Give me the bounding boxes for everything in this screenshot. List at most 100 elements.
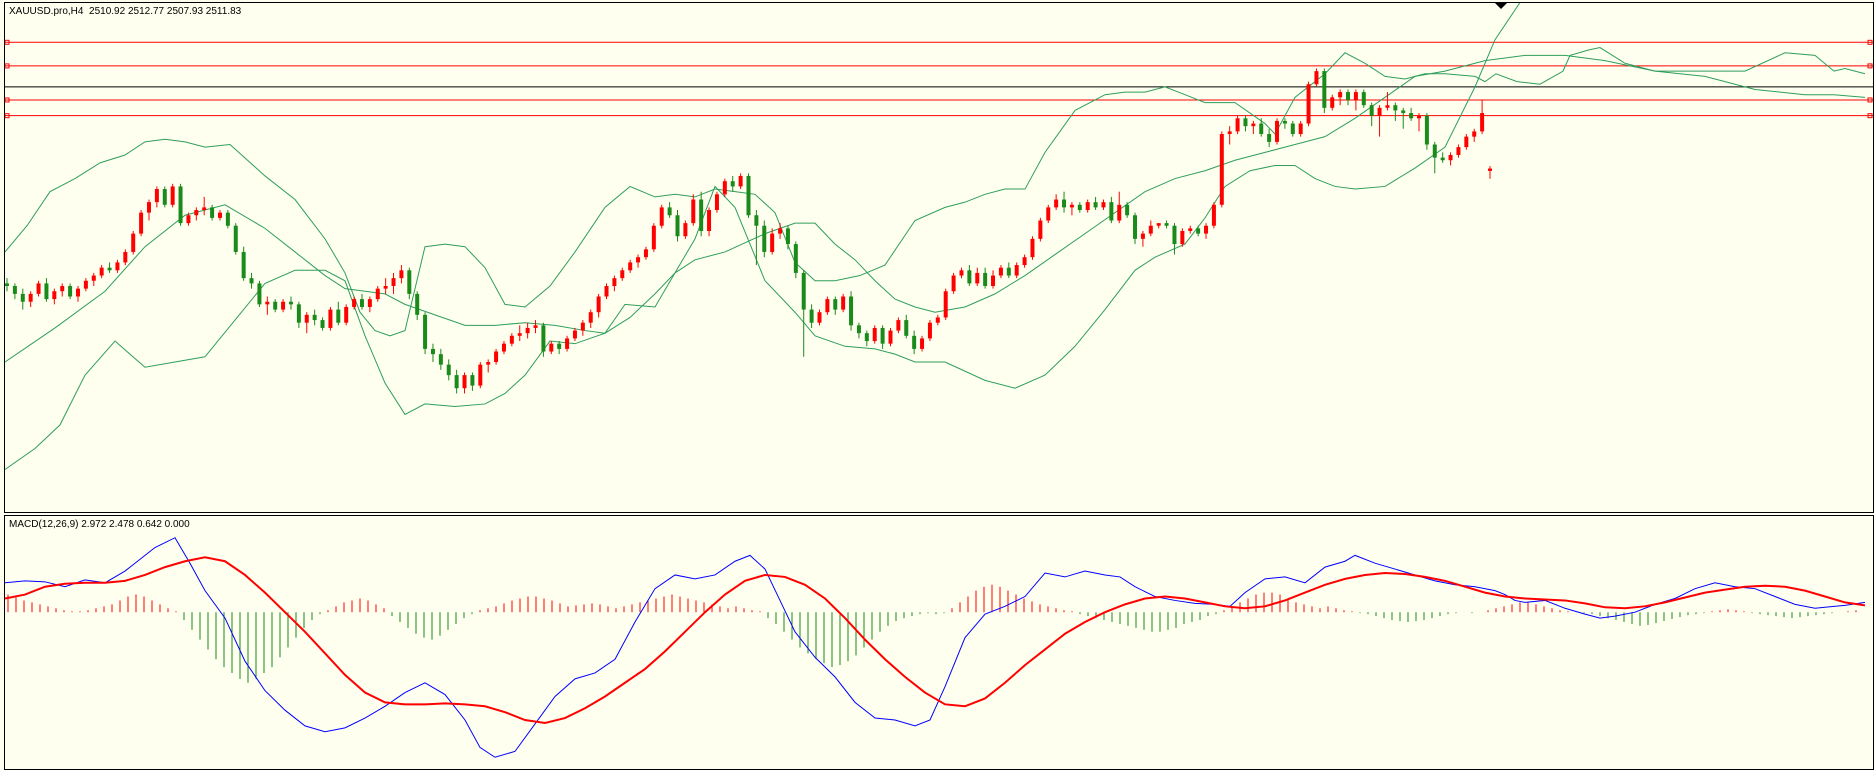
candle-body [1456,147,1461,155]
bollinger-lower-band [5,3,1521,470]
candle-body [1235,118,1240,132]
candle-body [738,175,743,187]
candle-body [288,301,293,305]
candle-body [699,199,704,231]
candle-body [1480,113,1485,132]
candle-body [1133,215,1138,239]
candle-body [991,275,996,287]
candle-body [1204,225,1209,234]
candle-body [501,343,506,352]
candle-body [1054,199,1059,208]
macd-caption: MACD(12,26,9) 2.972 2.478 0.642 0.000 [9,519,190,530]
candle-body [927,322,932,339]
candle-body [154,189,159,203]
candle-body [52,291,57,300]
candle-body [415,293,420,315]
candle-body [778,228,783,234]
candle-body [162,189,167,205]
candle-body [793,244,798,273]
candle-body [1109,202,1114,221]
candle-body [1093,202,1098,208]
candle-body [1440,157,1445,161]
symbol-label: XAUUSD.pro,H4 [9,6,84,17]
candle-body [1306,84,1311,124]
candle-body [194,210,199,216]
candle-body [1030,238,1035,258]
candle-body [44,283,49,300]
candle-body [983,272,988,287]
candle-body [170,186,175,205]
candle-body [912,335,917,349]
level-handle-right [1867,39,1873,45]
candle-body [1488,168,1492,171]
candle-body [628,262,633,271]
candle-body [1164,223,1169,226]
candle-body [1464,136,1469,148]
candle-body [375,288,380,300]
candle-body [12,286,17,294]
candle-body [478,364,483,386]
candle-body [233,225,238,252]
candle-body [1472,131,1477,137]
macd-indicator-pane[interactable]: MACD(12,26,9) 2.972 2.478 0.642 0.000 [4,515,1874,770]
candle-body [296,304,301,323]
candle-body [872,327,877,342]
candle-body [83,280,88,289]
candle-body [525,327,530,334]
candle-body [462,375,467,389]
candle-body [904,320,909,336]
candle-body [1180,230,1185,245]
candle-body [1196,228,1201,234]
candle-body [99,267,104,276]
candle-body [856,325,861,334]
candle-body [202,207,207,211]
candle-body [1062,199,1067,208]
candle-body [1432,144,1437,158]
candle-body [312,314,317,321]
candle-body [1038,220,1043,239]
candle-body [659,207,664,226]
price-chart[interactable] [5,3,1874,513]
chart-caption: XAUUSD.pro,H4 2510.92 2512.77 2507.93 25… [9,6,241,17]
candle-body [28,293,33,302]
candle-body [754,215,759,226]
candle-body [60,286,65,292]
macd-chart[interactable] [5,516,1874,770]
candle-body [430,348,435,355]
bollinger-middle-band [5,54,1866,363]
candle-body [1243,118,1248,127]
candle-body [1346,92,1351,100]
candle-body [580,322,585,331]
candle-body [1077,204,1082,211]
candle-body [1314,71,1319,85]
chart-shift-marker-icon[interactable] [1495,3,1507,9]
candle-body [825,299,830,313]
candle-body [1211,204,1216,226]
candle-body [762,225,767,252]
candle-body [864,333,869,342]
candle-body [1022,257,1027,266]
candle-body [470,375,475,386]
candle-body [328,309,333,328]
candle-body [517,333,522,336]
candle-body [146,202,151,213]
candle-body [1085,202,1090,211]
price-chart-pane[interactable]: XAUUSD.pro,H4 2510.92 2512.77 2507.93 25… [4,2,1874,513]
level-handle-left [5,97,10,103]
candle-body [225,212,230,226]
candle-body [683,223,688,237]
candle-body [880,327,885,344]
level-handle-left [5,63,10,69]
candle-body [186,215,191,224]
candle-body [36,283,41,294]
candle-body [1275,120,1280,142]
candle-body [888,330,893,344]
candle-body [770,233,775,252]
candle-body [131,233,136,252]
candle-body [935,317,940,323]
candle-body [391,278,396,287]
candle-body [438,354,443,365]
candle-body [509,335,514,344]
candle-body [1188,228,1193,231]
